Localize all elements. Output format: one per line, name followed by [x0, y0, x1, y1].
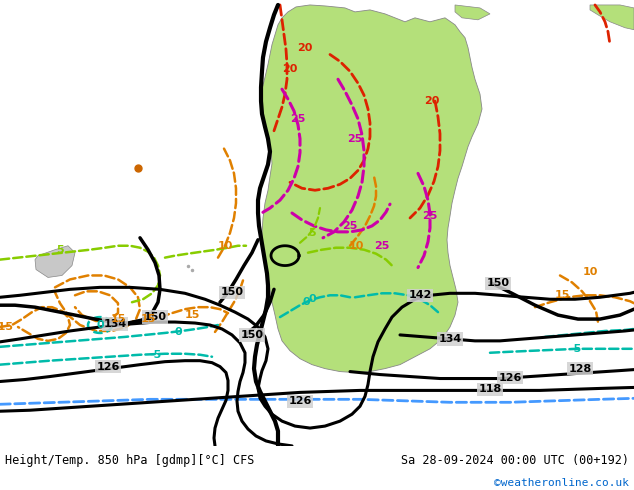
Text: -5: -5 [569, 344, 581, 354]
Text: 25: 25 [290, 114, 306, 124]
Text: Sa 28-09-2024 00:00 UTC (00+192): Sa 28-09-2024 00:00 UTC (00+192) [401, 454, 629, 467]
Text: 0: 0 [302, 297, 310, 307]
Text: 20: 20 [424, 96, 440, 106]
Text: 126: 126 [96, 362, 120, 371]
Text: 0: 0 [308, 294, 316, 304]
Text: 134: 134 [103, 319, 127, 329]
Text: 10: 10 [348, 241, 364, 251]
Text: 25: 25 [422, 211, 437, 221]
Text: 150: 150 [143, 312, 167, 322]
Text: 134: 134 [438, 334, 462, 344]
Polygon shape [455, 5, 490, 20]
Text: 10: 10 [582, 268, 598, 277]
Text: 118: 118 [479, 385, 501, 394]
Text: 20: 20 [297, 43, 313, 52]
Text: 150: 150 [486, 278, 510, 289]
Text: 15: 15 [110, 314, 126, 324]
Text: 10: 10 [217, 241, 233, 251]
Polygon shape [35, 246, 75, 277]
Text: 15: 15 [184, 310, 200, 320]
Text: 25: 25 [347, 134, 363, 144]
Text: 5: 5 [308, 228, 316, 238]
Text: 0: 0 [96, 320, 104, 330]
Text: 0: 0 [174, 327, 182, 337]
Polygon shape [590, 5, 634, 30]
Text: 25: 25 [374, 241, 390, 251]
Text: 150: 150 [221, 287, 243, 297]
Text: 126: 126 [498, 372, 522, 383]
Text: 128: 128 [568, 364, 592, 373]
Text: ©weatheronline.co.uk: ©weatheronline.co.uk [494, 478, 629, 488]
Text: 150: 150 [240, 330, 264, 340]
Text: 20: 20 [282, 64, 298, 74]
Text: -15: -15 [0, 322, 13, 332]
Text: 142: 142 [408, 290, 432, 300]
Text: 5: 5 [56, 245, 64, 255]
Text: 15: 15 [140, 314, 156, 324]
Text: 15: 15 [554, 290, 570, 300]
Text: 25: 25 [342, 221, 358, 231]
Text: -5: -5 [149, 350, 161, 360]
Text: Height/Temp. 850 hPa [gdmp][°C] CFS: Height/Temp. 850 hPa [gdmp][°C] CFS [5, 454, 254, 467]
Text: 126: 126 [288, 396, 312, 406]
Polygon shape [261, 5, 482, 372]
